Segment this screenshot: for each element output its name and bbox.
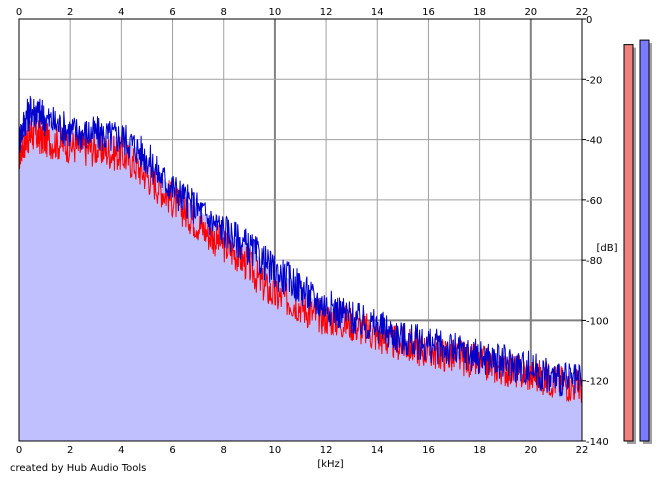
credit-text: created by Hub Audio Tools <box>10 463 147 474</box>
x-tick-label-top: 12 <box>320 7 333 18</box>
x-tick-label-top: 4 <box>118 7 124 18</box>
y-tick-label: -100 <box>586 316 609 327</box>
x-tick-label-top: 2 <box>67 7 73 18</box>
x-tick-label-bottom: 8 <box>221 445 227 456</box>
x-tick-label-top: 10 <box>269 7 282 18</box>
x-tick-label-bottom: 16 <box>422 445 435 456</box>
meter-bar-left <box>623 44 634 442</box>
y-tick-label: -60 <box>586 196 602 207</box>
x-tick-label-top: 22 <box>576 7 589 18</box>
plot-frame <box>18 18 583 442</box>
y-axis-label: [dB] <box>596 243 617 254</box>
y-ticks-right: 0 -20 -40 -60 -80 -100 -120 -140 <box>582 15 609 448</box>
x-tick-label-top: 20 <box>524 7 537 18</box>
y-tick-label: 0 <box>586 15 592 26</box>
series-line-right <box>18 95 583 397</box>
x-tick-label-bottom: 18 <box>473 445 486 456</box>
x-ticks-top: 0 2 4 6 8 10 12 14 16 18 20 22 <box>16 7 589 18</box>
x-tick-label-top: 8 <box>221 7 227 18</box>
x-axis-label: [kHz] <box>317 459 343 470</box>
x-tick-label-bottom: 6 <box>169 445 175 456</box>
y-tick-label: -40 <box>586 136 602 147</box>
x-tick-label-top: 16 <box>422 7 435 18</box>
x-tick-label-bottom: 10 <box>269 445 282 456</box>
x-tick-label-bottom: 22 <box>576 445 589 456</box>
y-tick-label: -20 <box>586 75 602 86</box>
meter-bar-right <box>639 39 650 442</box>
level-meters <box>623 39 652 444</box>
x-tick-label-bottom: 2 <box>67 445 73 456</box>
x-tick-label-bottom: 4 <box>118 445 124 456</box>
x-tick-label-top: 6 <box>169 7 175 18</box>
y-tick-label: -120 <box>586 377 609 388</box>
x-tick-label-top: 0 <box>16 7 22 18</box>
x-tick-label-bottom: 12 <box>320 445 333 456</box>
y-tick-label: -140 <box>586 437 609 448</box>
x-tick-label-bottom: 14 <box>371 445 384 456</box>
x-tick-label-top: 18 <box>473 7 486 18</box>
y-tick-label: -80 <box>586 256 602 267</box>
x-tick-label-top: 14 <box>371 7 384 18</box>
series-group <box>18 95 583 441</box>
series-line-left <box>18 118 583 403</box>
x-tick-label-bottom: 20 <box>524 445 537 456</box>
x-ticks-bottom: 0 2 4 6 8 10 12 14 16 18 20 22 <box>16 445 589 456</box>
x-tick-label-bottom: 0 <box>16 445 22 456</box>
